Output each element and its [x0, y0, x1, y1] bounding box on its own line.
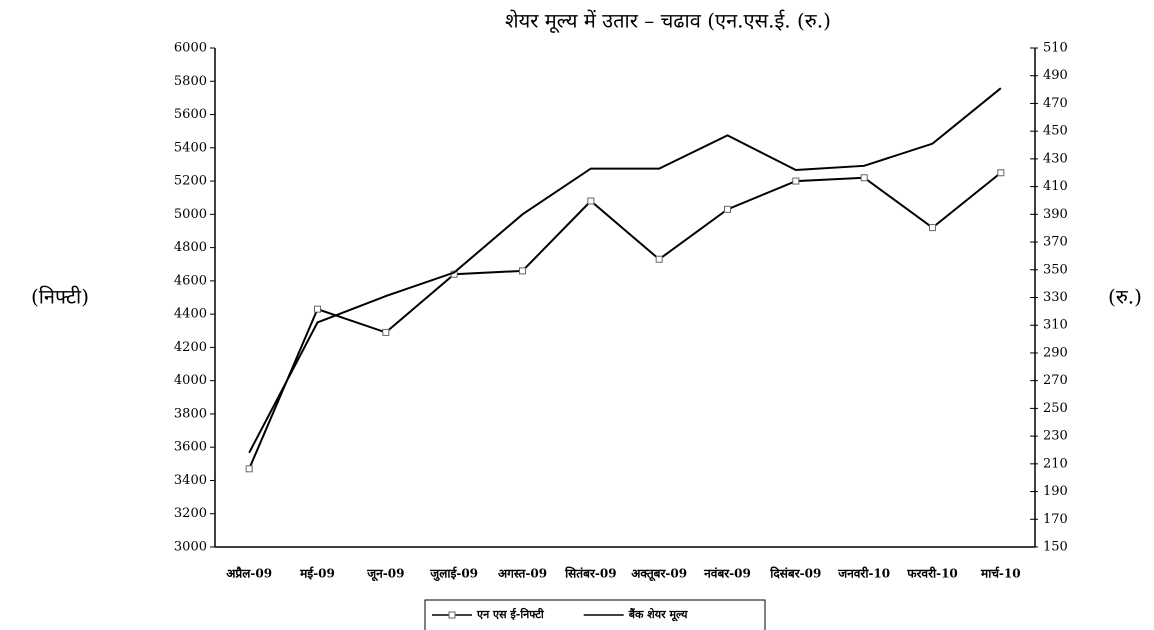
y2-tick-label: 450: [1043, 124, 1068, 139]
point-marker: [724, 205, 731, 213]
y-tick-label: 4600: [174, 273, 207, 288]
x-tick-label: अगस्त-09: [498, 567, 547, 581]
y-tick-label: 3400: [174, 473, 207, 488]
x-tick-label: मई-09: [299, 567, 335, 581]
point-marker: [655, 255, 663, 263]
y2-tick-label: 390: [1043, 207, 1068, 222]
series-line: [248, 171, 1002, 470]
y2-tick-label: 310: [1043, 318, 1068, 333]
y2-tick-label: 350: [1043, 262, 1068, 277]
y2-tick-label: 290: [1043, 345, 1068, 360]
chart-title: शेयर मूल्य में उतार – चढाव (एन.एस.ई. (रु…: [505, 9, 831, 34]
y-tick-label: 3800: [174, 406, 207, 421]
x-tick-label: अप्रैल-09: [226, 567, 272, 581]
y-tick-label: 5600: [174, 107, 207, 122]
legend-label: एन एस ई-निफ्टी: [476, 607, 545, 621]
point-marker: [860, 174, 868, 182]
y-tick-label: 4400: [174, 307, 207, 322]
x-tick-label: फरवरी-10: [906, 567, 958, 581]
y2-tick-label: 490: [1043, 68, 1068, 83]
x-tick-label: दिसंबर-09: [769, 567, 821, 581]
point-marker: [519, 267, 526, 275]
legend-label: बैंक शेयर मूल्य: [628, 607, 688, 622]
y2-tick-label: 470: [1043, 96, 1068, 111]
point-marker: [382, 328, 390, 336]
point-marker: [929, 224, 936, 232]
y-axis-label: (निफ्टी): [31, 285, 89, 309]
legend-box: [424, 599, 766, 630]
y2-tick-label: 150: [1043, 540, 1068, 555]
x-tick-label: नवंबर-09: [703, 567, 751, 581]
y-tick-label: 3200: [174, 506, 207, 521]
y-tick-label: 4200: [174, 340, 207, 355]
y2-tick-label: 190: [1043, 484, 1068, 499]
y-tick-label: 4800: [174, 240, 207, 255]
y2-tick-label: 330: [1043, 290, 1068, 305]
y2-tick-label: 230: [1043, 429, 1068, 444]
x-tick-label: जुलाई-09: [429, 567, 478, 582]
point-marker: [245, 465, 253, 473]
y2-tick-label: 250: [1043, 401, 1068, 416]
y-tick-label: 4000: [174, 373, 207, 388]
y2-axis-label: (रु.): [1108, 285, 1142, 309]
y2-tick-label: 210: [1043, 456, 1068, 471]
y2-tick-label: 510: [1043, 41, 1068, 56]
series-line: [248, 87, 1002, 454]
point-marker: [792, 177, 800, 185]
y2-tick-label: 410: [1043, 179, 1068, 194]
x-tick-label: सितंबर-09: [564, 567, 617, 581]
point-marker: [997, 169, 1005, 177]
y2-tick-label: 270: [1043, 373, 1068, 388]
y-tick-label: 3000: [174, 540, 207, 555]
y-tick-label: 3600: [174, 440, 207, 455]
legend-marker: [448, 611, 456, 619]
y-tick-label: 5800: [174, 74, 207, 89]
x-tick-label: जून-09: [366, 567, 404, 582]
y2-tick-label: 170: [1043, 512, 1068, 527]
point-marker: [587, 197, 595, 205]
x-tick-label: जनवरी-10: [837, 567, 890, 581]
y2-tick-label: 370: [1043, 235, 1068, 250]
y-tick-label: 5400: [174, 140, 207, 155]
point-marker: [314, 305, 321, 313]
y-tick-label: 5200: [174, 174, 207, 189]
x-tick-label: अक्तूबर-09: [631, 567, 687, 582]
y-tick-label: 6000: [174, 41, 207, 56]
y2-tick-label: 430: [1043, 151, 1068, 166]
y-tick-label: 5000: [174, 207, 207, 222]
x-tick-label: मार्च-10: [980, 567, 1021, 581]
